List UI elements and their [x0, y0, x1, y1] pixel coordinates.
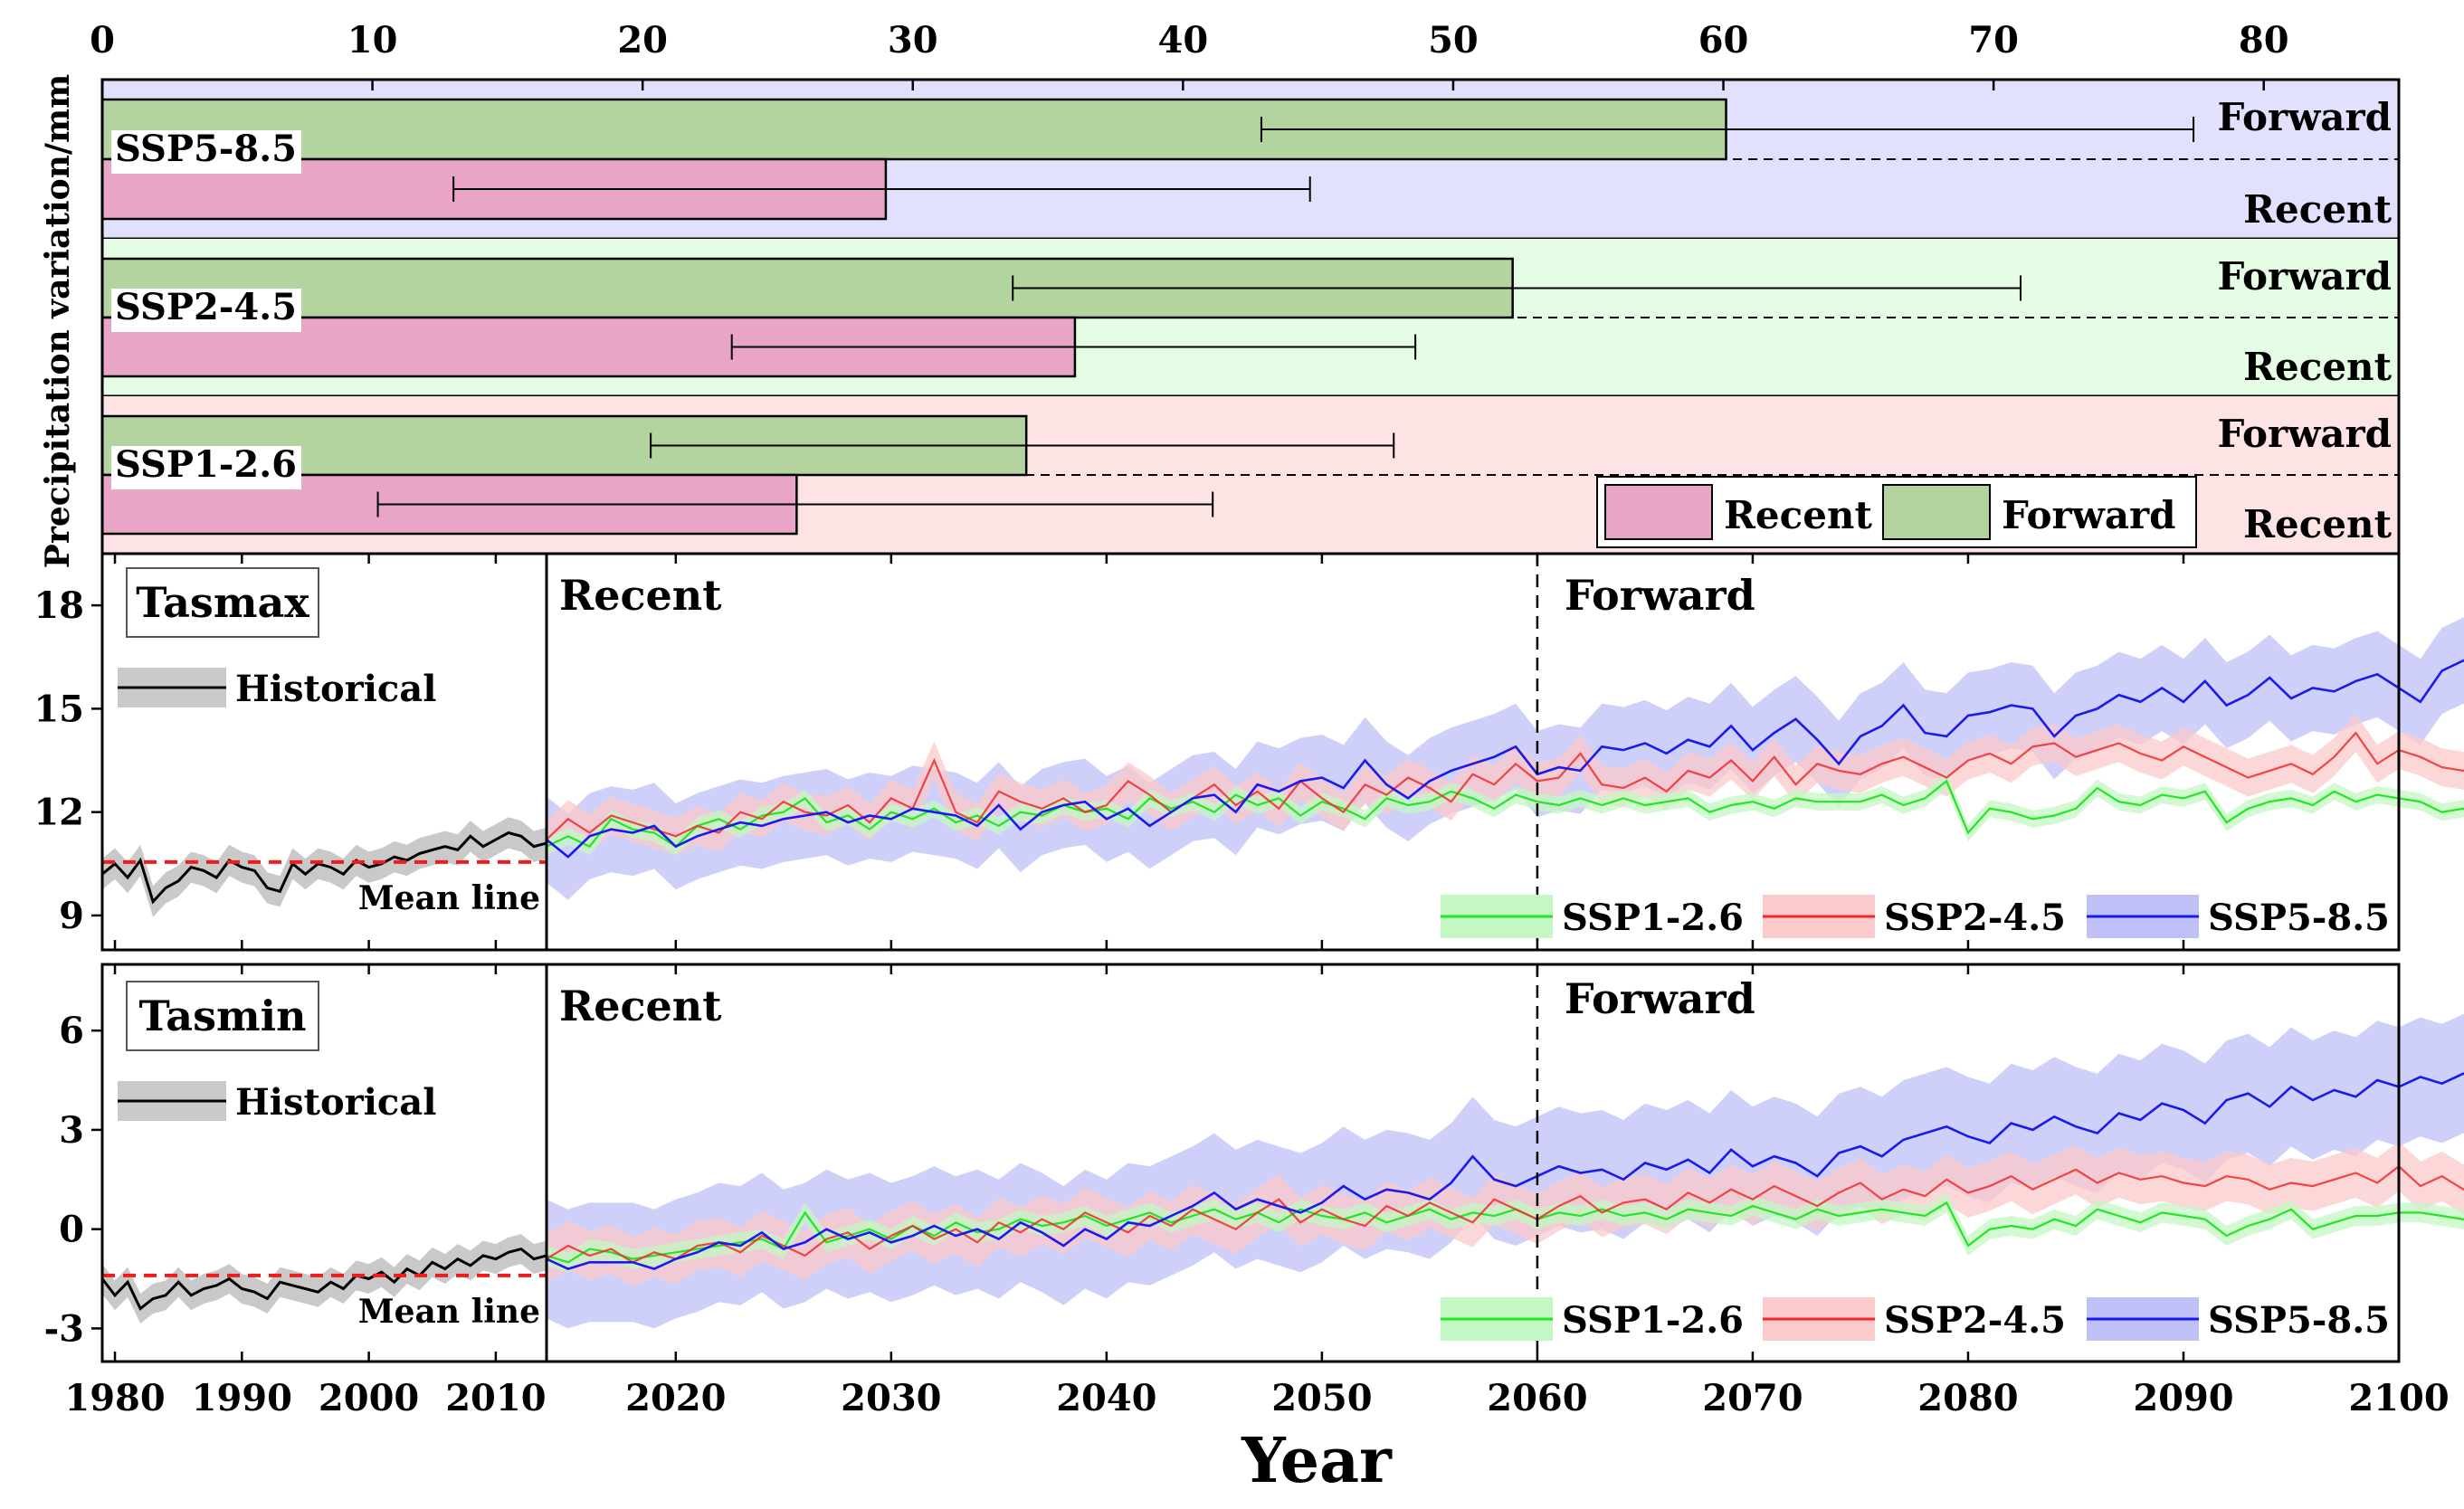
x-tick-label: 2010	[445, 1377, 546, 1419]
recent-label: Recent	[2243, 345, 2392, 389]
scenario-label-SSP2-4.5: SSP2-4.5	[115, 286, 297, 328]
chart-title: Tasmax	[136, 578, 309, 627]
series-line-SSP2-4.5	[546, 1164, 2464, 1264]
historical-legend-label: Historical	[235, 1081, 436, 1124]
top-x-tick-label: 80	[2239, 19, 2289, 62]
band-SSP1-2.6	[547, 1192, 2464, 1273]
tasmin-line-chart: -3 0 3 6 1980 1990 2000 2010 2020 2030 2040 2050 206…	[44, 963, 2464, 1419]
legend-label-SSP5-8.5: SSP5-8.5	[2208, 897, 2390, 939]
top-x-tick-label: 30	[888, 19, 938, 62]
x-tick-label: 2060	[1487, 1377, 1587, 1419]
scenario-label-SSP1-2.6: SSP1-2.6	[115, 443, 297, 486]
forward-annotation: Forward	[1565, 974, 1755, 1023]
scenario-label-box	[111, 289, 301, 332]
forward-label: Forward	[2217, 254, 2392, 299]
title-box	[126, 981, 319, 1051]
y-tick-label: 0	[59, 1209, 84, 1251]
x-tick-label: 2070	[1702, 1377, 1803, 1419]
x-tick-label: 2000	[319, 1377, 419, 1419]
x-tick-label: 2100	[2348, 1377, 2449, 1419]
historical-line	[101, 830, 547, 905]
x-tick-label: 1990	[192, 1377, 292, 1419]
series-line-SSP2-4.5	[546, 731, 2464, 840]
recent-annotation: Recent	[559, 571, 722, 620]
mean-line-label: Mean line	[358, 1293, 540, 1331]
legend-label-SSP2-4.5: SSP2-4.5	[1884, 897, 2066, 939]
legend-label-SSP1-2.6: SSP1-2.6	[1562, 1299, 1744, 1342]
band-SSP1-2.6	[547, 772, 2464, 856]
precipitation-y-axis-label: Precipitation variation/mm	[39, 74, 77, 568]
legend-label-recent: Recent	[1724, 493, 1872, 537]
historical-band	[102, 817, 547, 917]
legend-label-SSP5-8.5: SSP5-8.5	[2208, 1299, 2390, 1342]
legend-swatch-recent	[1604, 484, 1713, 540]
series-line-SSP5-8.5	[546, 1072, 2464, 1270]
y-tick-label: 9	[59, 895, 84, 937]
scenario-label-SSP5-8.5: SSP5-8.5	[115, 128, 297, 170]
band-SSP2-4.5	[547, 714, 2464, 859]
historical-band	[102, 1234, 547, 1324]
top-x-tick-label: 60	[1698, 19, 1749, 62]
recent-label: Recent	[2243, 187, 2392, 232]
mean-line-label: Mean line	[358, 879, 540, 917]
x-tick-label: 2080	[1917, 1377, 2018, 1419]
tasmax-line-chart: 9 12 15 18 Tasmax Historical Mean line Recent Fo…	[33, 552, 2464, 952]
x-tick-label: 2030	[841, 1377, 941, 1419]
top-x-tick-label: 70	[1968, 19, 2019, 62]
y-tick-label: 18	[33, 584, 84, 627]
x-tick-label: 2050	[1271, 1377, 1372, 1419]
y-tick-label: 12	[33, 792, 84, 834]
x-tick-label: 2040	[1056, 1377, 1156, 1419]
forward-label: Forward	[2217, 412, 2392, 456]
series-line-SSP5-8.5	[546, 659, 2464, 859]
top-x-tick-label: 20	[617, 19, 668, 62]
legend-swatch-forward	[1882, 484, 1991, 540]
legend-label-SSP1-2.6: SSP1-2.6	[1562, 897, 1744, 939]
forward-annotation: Forward	[1565, 571, 1755, 620]
y-tick-label: 6	[59, 1010, 84, 1052]
chart-title: Tasmin	[138, 992, 306, 1040]
line-plot-frame	[100, 963, 2401, 1363]
top-x-tick-label: 0	[90, 19, 115, 62]
precipitation-bar-chart: SSP5-8.5 Forward Recent SSP2-4.5 Forward Rece…	[90, 19, 2401, 555]
y-tick-label: 3	[59, 1109, 84, 1152]
y-tick-label: -3	[44, 1307, 84, 1350]
historical-legend-label: Historical	[235, 668, 436, 710]
top-x-tick-label: 10	[347, 19, 398, 62]
x-tick-label: 2090	[2133, 1377, 2233, 1419]
legend-label-forward: Forward	[2002, 493, 2176, 537]
series-line-SSP1-2.6	[546, 779, 2464, 849]
historical-line	[100, 1247, 547, 1311]
top-x-tick-label: 40	[1158, 19, 1209, 62]
y-tick-label: 15	[33, 688, 84, 730]
scenario-label-box	[111, 446, 301, 489]
forward-label: Forward	[2217, 95, 2392, 139]
year-axis-label: Year	[1241, 1425, 1393, 1497]
line-plot-frame	[100, 552, 2401, 952]
x-tick-label: 1980	[64, 1377, 165, 1419]
recent-annotation: Recent	[559, 982, 722, 1030]
title-box	[126, 567, 319, 638]
top-x-tick-label: 50	[1428, 19, 1479, 62]
x-tick-label: 2020	[625, 1377, 726, 1419]
recent-label: Recent	[2243, 502, 2392, 546]
legend-label-SSP2-4.5: SSP2-4.5	[1884, 1299, 2066, 1342]
scenario-label-box	[111, 130, 301, 174]
